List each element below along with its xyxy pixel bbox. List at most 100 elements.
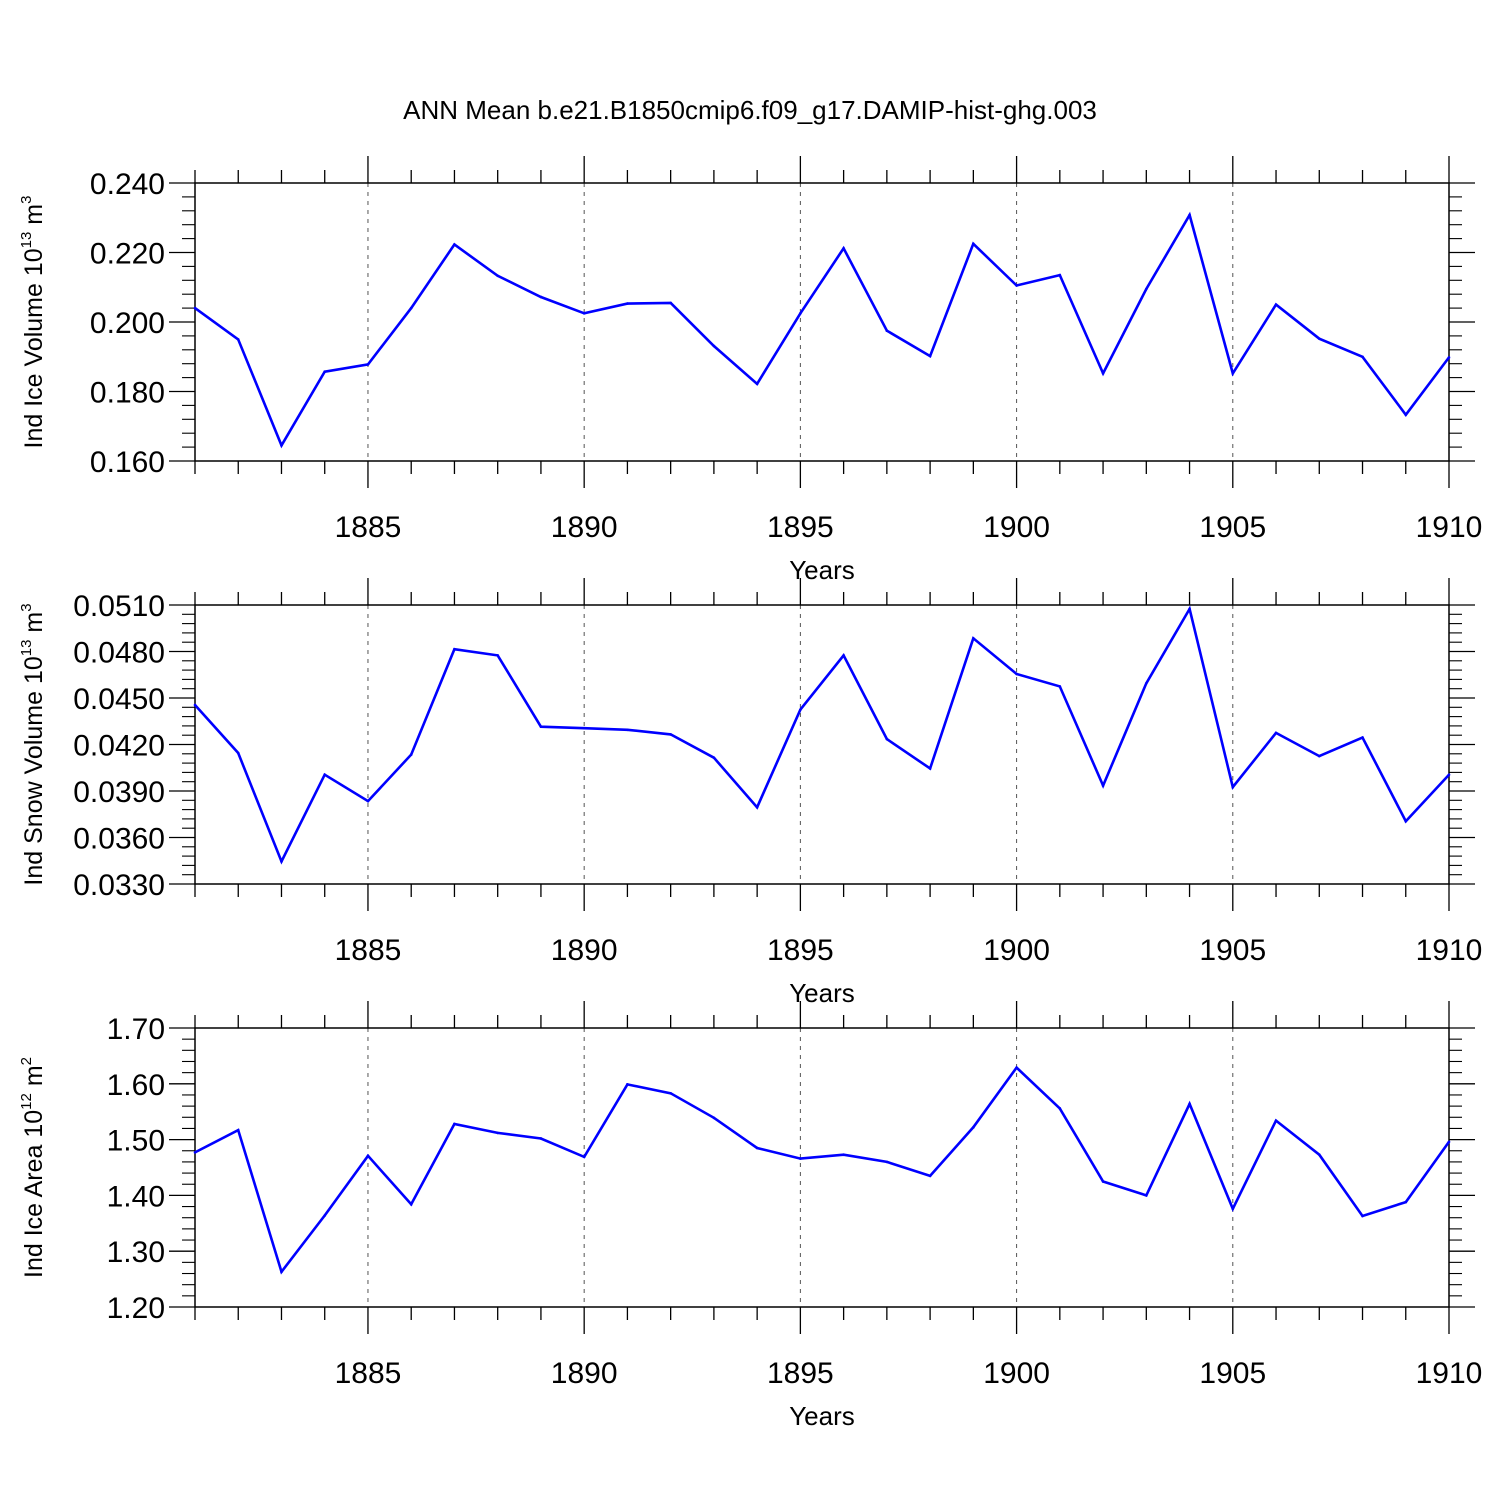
data-point — [539, 725, 543, 728]
data-point — [712, 1116, 716, 1120]
data-point — [1447, 1140, 1451, 1144]
data-point — [409, 753, 413, 756]
data-point — [453, 243, 456, 246]
data-point — [193, 703, 197, 707]
data-point — [1188, 213, 1191, 217]
data-point — [1145, 681, 1148, 685]
x-tick-label: 1885 — [335, 511, 402, 544]
data-point — [842, 654, 845, 657]
data-point — [453, 647, 456, 651]
data-point — [799, 708, 802, 711]
x-tick-label: 1890 — [551, 1357, 618, 1390]
y-axis-label-unit-exponent: 2 — [18, 1057, 35, 1065]
x-tick-label: 1905 — [1199, 934, 1266, 967]
y-axis-label-unit: m — [20, 1065, 48, 1093]
data-series-line — [194, 605, 1450, 865]
x-tick-label: 1895 — [767, 1357, 834, 1390]
y-axis-label: Ind Ice Volume 1013 m3 — [18, 196, 48, 449]
data-point — [928, 354, 932, 358]
data-point — [799, 1157, 802, 1160]
y-tick-label: 0.0510 — [73, 590, 165, 623]
data-point — [366, 799, 370, 803]
data-point — [1317, 754, 1321, 758]
y-axis-label: Ind Ice Area 1012 m2 — [18, 1057, 48, 1278]
y-tick-label: 1.20 — [107, 1292, 165, 1325]
y-axis-label: Ind Snow Volume 1013 m3 — [18, 603, 48, 885]
data-series-line — [194, 211, 1451, 449]
x-tick-label: 1905 — [1199, 511, 1266, 544]
plot-frame — [194, 1027, 1450, 1308]
data-point — [323, 773, 327, 777]
x-tick-label: 1910 — [1416, 1357, 1483, 1390]
y-tick-label: 0.0330 — [73, 869, 165, 902]
data-point — [1404, 819, 1408, 823]
y-tick-label: 1.60 — [107, 1069, 165, 1102]
data-point — [842, 1153, 845, 1156]
data-point — [1015, 1066, 1018, 1069]
data-point — [755, 805, 759, 809]
data-point — [236, 1128, 240, 1132]
data-point — [1274, 303, 1278, 306]
data-point — [1231, 1207, 1235, 1211]
x-axis-label: Years — [789, 978, 855, 1008]
x-tick-label: 1900 — [983, 1357, 1050, 1390]
data-point — [323, 1214, 327, 1217]
data-point — [1274, 1119, 1278, 1122]
data-point — [712, 756, 716, 759]
data-point — [1015, 672, 1018, 676]
data-point — [669, 1091, 672, 1095]
data-point — [842, 247, 845, 250]
y-axis-label-text: Ind Ice Volume 10 — [20, 248, 48, 448]
data-point — [669, 301, 672, 305]
x-tick-label: 1885 — [335, 934, 402, 967]
data-point — [885, 329, 889, 332]
data-point — [496, 274, 499, 278]
data-point — [193, 1151, 197, 1154]
data-point — [1404, 1200, 1408, 1204]
data-point — [972, 242, 975, 246]
data-point — [1404, 413, 1408, 417]
data-point — [409, 306, 413, 310]
x-tick-label: 1900 — [983, 511, 1050, 544]
data-point — [626, 302, 629, 305]
y-tick-label: 0.0480 — [73, 637, 165, 670]
panel-1: 0.160 0.180 0.200 0.220 0.240 1885 1890 1895 190… — [18, 156, 1482, 585]
data-point — [582, 312, 586, 315]
data-point — [323, 370, 327, 373]
x-tick-label: 1910 — [1416, 511, 1483, 544]
y-axis-label-unit-exponent: 3 — [18, 196, 35, 204]
data-point — [280, 1270, 283, 1274]
y-tick-label: 0.200 — [90, 307, 165, 340]
y-tick-label: 0.0390 — [73, 776, 165, 809]
x-tick-label: 1885 — [335, 1357, 402, 1390]
data-point — [366, 363, 370, 366]
x-tick-label: 1900 — [983, 934, 1050, 967]
data-point — [1101, 784, 1105, 787]
y-tick-label: 0.240 — [90, 168, 165, 201]
data-point — [1447, 356, 1451, 359]
x-tick-label: 1895 — [767, 934, 834, 967]
data-point — [1145, 287, 1148, 291]
x-axis-label: Years — [789, 1401, 855, 1431]
data-point — [712, 344, 716, 348]
data-point — [1101, 372, 1105, 375]
data-point — [1188, 1102, 1191, 1106]
data-point — [669, 733, 672, 736]
data-point — [1361, 1214, 1364, 1218]
data-point — [1188, 607, 1191, 611]
y-tick-label: 0.0450 — [73, 683, 165, 716]
data-point — [928, 1174, 932, 1178]
y-axis-label-unit: m — [20, 612, 48, 640]
data-point — [1145, 1194, 1148, 1197]
x-axis-label: Years — [789, 555, 855, 585]
data-point — [799, 312, 802, 315]
data-point — [236, 338, 240, 341]
panel-3: 1.20 1.30 1.40 1.50 1.60 1.70 1885 1890 1895 1900… — [18, 1001, 1482, 1431]
y-axis-label-unit: m — [20, 204, 48, 232]
data-point — [280, 860, 283, 863]
data-point — [885, 737, 889, 741]
data-point — [1361, 736, 1364, 739]
x-tick-label: 1890 — [551, 934, 618, 967]
data-point — [1101, 1180, 1105, 1183]
